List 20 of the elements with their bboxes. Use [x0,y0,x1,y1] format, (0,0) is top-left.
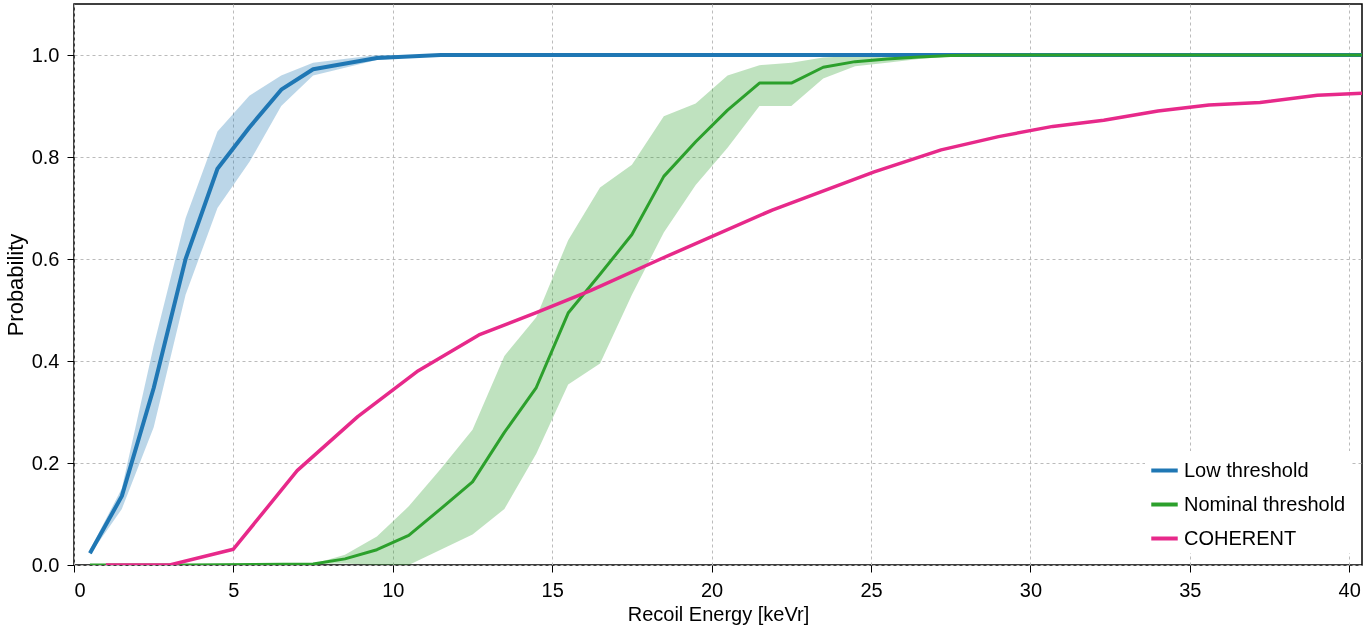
x-tick-label: 0 [74,578,86,601]
legend-label: COHERENT [1184,526,1297,549]
x-axis-title: Recoil Energy [keVr] [627,602,810,625]
x-tick-label: 10 [382,578,405,601]
x-tick-label: 15 [541,578,564,601]
legend-label: Low threshold [1184,458,1309,481]
x-tick-label: 35 [1179,578,1202,601]
y-tick-label: 0.4 [31,349,60,372]
x-tick-label: 25 [860,578,883,601]
x-tick-label: 30 [1019,578,1043,601]
x-tick-label: 40 [1338,578,1361,601]
y-axis-title: Probability [2,233,28,337]
x-tick-label: 20 [701,578,724,601]
y-tick-label: 0.2 [31,451,60,474]
legend-label: Nominal threshold [1184,492,1346,515]
y-tick-label: 1.0 [31,43,60,66]
x-tick-label: 5 [228,578,240,601]
y-tick-label: 0.6 [31,247,60,270]
y-tick-label: 0.8 [31,145,60,168]
y-tick-label: 0.0 [31,553,60,576]
